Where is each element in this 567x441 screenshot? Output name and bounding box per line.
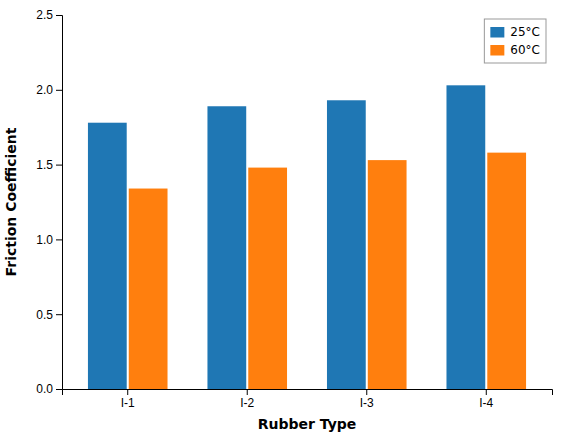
bar: [446, 85, 485, 389]
y-tick-mark: [56, 389, 62, 390]
x-tick: I-1: [121, 389, 135, 410]
x-tick: I-3: [360, 389, 374, 410]
plot: I-1 I-2 I-3 I-4 0.0 0.5 1.0 1.5 2.0 2.5 Rubber Typ…: [3, 8, 553, 432]
y-tick-mark: [56, 165, 62, 166]
y-tick: 0.5: [36, 308, 62, 322]
y-tick: 2.5: [36, 8, 62, 22]
x-tick-mark: [486, 389, 487, 395]
y-tick-label: 1.5: [36, 158, 53, 172]
x-tick-label: I-1: [121, 396, 135, 410]
y-tick: 2.0: [36, 83, 62, 97]
y-tick-mark: [56, 239, 62, 240]
series: [129, 153, 526, 389]
x-axis: I-1 I-2 I-3 I-4: [63, 389, 553, 410]
y-tick-label: 0.0: [36, 382, 53, 396]
y-tick-label: 1.0: [36, 233, 53, 247]
bar: [129, 189, 168, 389]
y-axis-line: [56, 16, 63, 390]
bar: [248, 168, 287, 389]
y-tick-label: 0.5: [36, 308, 53, 322]
legend-label: 25°C: [510, 25, 540, 39]
y-tick-mark: [56, 314, 62, 315]
y-tick-mark: [56, 90, 62, 91]
y-tick-label: 2.5: [36, 8, 53, 22]
x-tick-label: I-4: [479, 396, 493, 410]
legend-item: 25°C: [490, 25, 540, 39]
bars: [88, 85, 526, 389]
x-axis-line: [63, 390, 553, 396]
legend-swatch: [490, 27, 504, 38]
y-axis: 0.0 0.5 1.0 1.5 2.0 2.5: [36, 8, 62, 396]
series: [88, 85, 485, 389]
chart: I-1 I-2 I-3 I-4 0.0 0.5 1.0 1.5 2.0 2.5 Rubber Typ…: [0, 0, 567, 441]
x-tick-label: I-3: [360, 396, 374, 410]
x-tick-mark: [247, 389, 248, 395]
bar: [207, 106, 246, 389]
x-axis-title: Rubber Type: [258, 416, 357, 432]
x-tick-mark: [366, 389, 367, 395]
legend-swatch: [490, 45, 504, 56]
y-tick-mark: [56, 15, 62, 16]
x-tick-label: I-2: [240, 396, 254, 410]
bar: [88, 123, 127, 389]
y-tick: 0.0: [36, 382, 62, 396]
bar: [327, 100, 366, 389]
y-axis-title: Friction Coefficient: [3, 127, 19, 276]
x-tick: I-4: [479, 389, 493, 410]
legend: 25°C 60°C: [484, 19, 546, 63]
x-tick-mark: [127, 389, 128, 395]
legend-label: 60°C: [510, 43, 540, 57]
legend-item: 60°C: [490, 43, 540, 57]
y-tick: 1.0: [36, 233, 62, 247]
bar: [368, 160, 407, 389]
y-tick-label: 2.0: [36, 83, 53, 97]
legend-box: [484, 19, 546, 63]
y-tick: 1.5: [36, 158, 62, 172]
x-tick: I-2: [240, 389, 254, 410]
bar: [487, 153, 526, 389]
